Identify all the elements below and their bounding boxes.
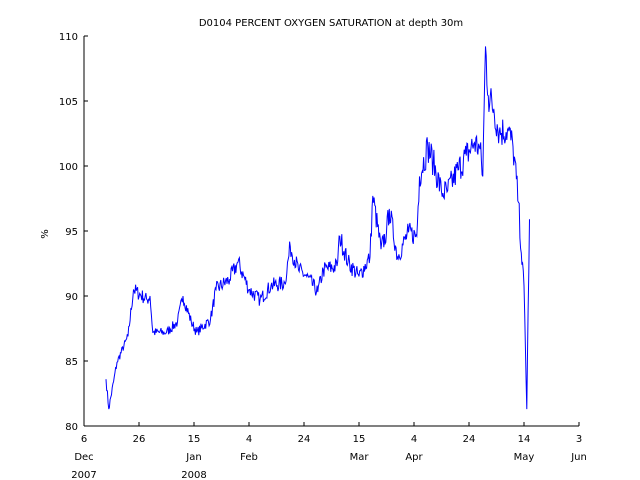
y-tick-label: 110 xyxy=(59,32,78,43)
x-tick-label: 24 xyxy=(463,434,476,445)
x-tick-label: 3 xyxy=(576,434,582,445)
x-month-label: Feb xyxy=(240,452,258,463)
x-tick-label: 15 xyxy=(353,434,366,445)
x-tick-label: 14 xyxy=(518,434,531,445)
y-tick-label: 100 xyxy=(59,162,78,173)
x-month-label: Mar xyxy=(350,452,370,463)
x-tick-label: 4 xyxy=(246,434,252,445)
y-tick-label: 80 xyxy=(65,422,78,433)
y-tick-label: 90 xyxy=(65,292,78,303)
y-axis-label: % xyxy=(40,229,51,239)
x-tick-label: 26 xyxy=(133,434,146,445)
x-year-label: 2008 xyxy=(181,470,206,480)
x-tick-label: 6 xyxy=(81,434,87,445)
x-tick-label: 15 xyxy=(188,434,201,445)
y-tick-label: 105 xyxy=(59,97,78,108)
y-tick-label: 95 xyxy=(65,227,78,238)
x-tick-label: 4 xyxy=(411,434,417,445)
x-month-label: Jun xyxy=(570,452,587,463)
x-tick-label: 24 xyxy=(298,434,311,445)
y-tick-label: 85 xyxy=(65,357,78,368)
x-month-label: Dec xyxy=(74,452,93,463)
x-year-label: 2007 xyxy=(71,470,96,480)
series-line xyxy=(105,46,530,410)
chart-title: D0104 PERCENT OXYGEN SATURATION at depth… xyxy=(199,18,463,29)
x-month-label: Jan xyxy=(185,452,201,463)
x-month-label: Apr xyxy=(405,452,423,463)
x-month-label: May xyxy=(514,452,535,463)
